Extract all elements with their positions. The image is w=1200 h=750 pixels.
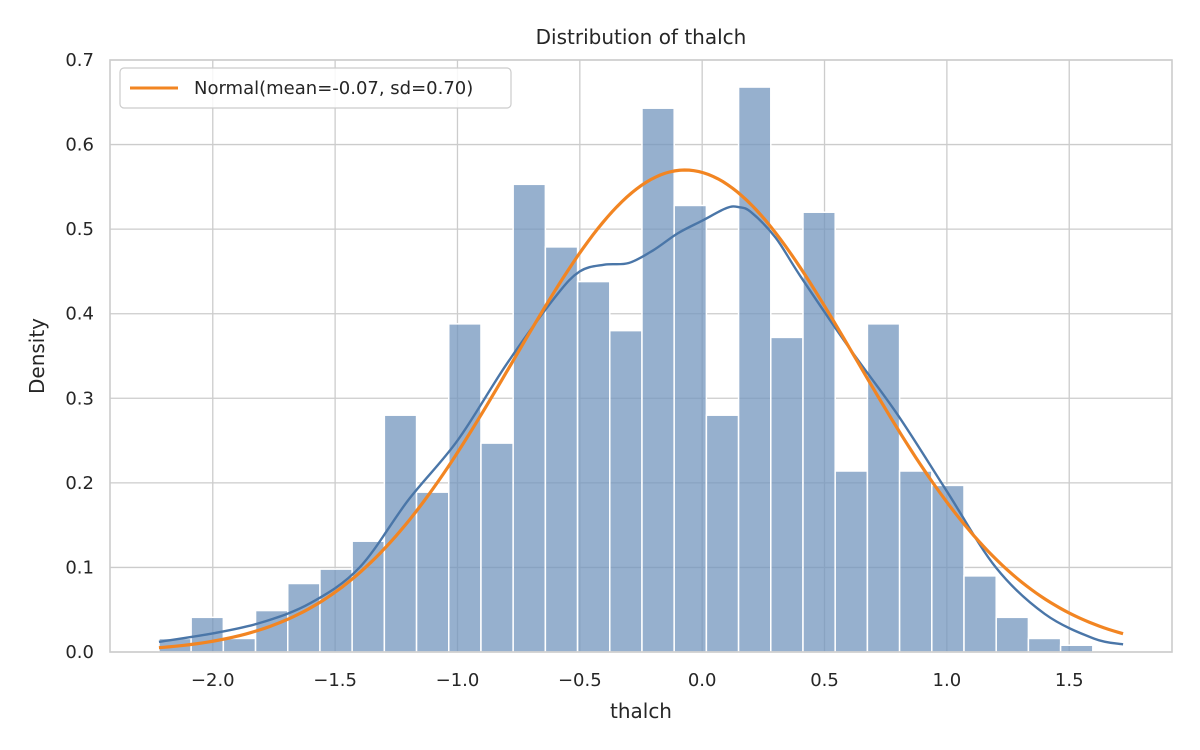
histogram-bar-2	[222, 637, 257, 653]
y-tick-label-6: 0.6	[65, 135, 94, 156]
plot-frame	[109, 59, 1173, 653]
kde-curve	[158, 205, 1124, 646]
histogram-bar-22	[866, 323, 901, 653]
x-tick-label-2: −1.0	[436, 670, 480, 691]
histogram-bar-15	[641, 107, 675, 653]
normal-curve-layer	[158, 168, 1124, 650]
y-tick-label-5: 0.5	[65, 219, 94, 240]
legend-box	[119, 67, 512, 109]
histogram-bar-26	[995, 616, 1030, 653]
x-tick-label-3: −0.5	[558, 670, 602, 691]
histogram-bar-28	[1059, 644, 1094, 653]
histogram-bar-13	[576, 280, 611, 653]
y-axis-label: Density	[25, 318, 49, 394]
histogram-bar-18	[737, 86, 772, 653]
y-tick-label-7: 0.7	[65, 50, 94, 71]
histogram-bar-16	[673, 204, 708, 653]
y-tick-label-1: 0.1	[65, 557, 94, 578]
histogram-bar-9	[448, 323, 482, 653]
histogram-bar-24	[931, 484, 965, 653]
histogram-bar-21	[834, 470, 869, 653]
legend: Normal(mean=-0.07, sd=0.70)	[119, 67, 512, 109]
histogram-bar-20	[802, 211, 836, 653]
y-tick-labels: 0.0 0.1 0.2 0.3 0.4 0.5 0.6 0.7	[65, 50, 94, 663]
histogram-bar-7	[383, 414, 418, 653]
y-tick-label-4: 0.4	[65, 304, 94, 325]
histogram-bar-25	[963, 575, 997, 653]
x-axis-label: thalch	[610, 699, 672, 723]
normal-curve	[158, 168, 1124, 650]
x-tick-label-7: 1.5	[1055, 670, 1084, 691]
histogram-bar-14	[609, 329, 643, 653]
x-tick-label-5: 0.5	[810, 670, 839, 691]
histogram-bar-10	[480, 442, 514, 653]
y-tick-label-0: 0.0	[65, 642, 94, 663]
histogram-bar-27	[1027, 637, 1062, 653]
histogram-bar-8	[415, 491, 450, 653]
kde-curve-layer	[158, 205, 1124, 646]
histogram-bar-19	[770, 336, 804, 653]
x-tick-label-4: 0.0	[688, 670, 717, 691]
histogram-bar-12	[544, 246, 579, 653]
y-tick-label-3: 0.3	[65, 388, 94, 409]
y-tick-label-2: 0.2	[65, 473, 94, 494]
legend-normal-label: Normal(mean=-0.07, sd=0.70)	[194, 78, 473, 99]
histogram-bar-11	[512, 183, 547, 653]
histogram-bars	[158, 86, 1094, 653]
x-tick-label-6: 1.0	[933, 670, 962, 691]
chart-title: Distribution of thalch	[536, 25, 747, 49]
x-tick-labels: −2.0 −1.5 −1.0 −0.5 0.0 0.5 1.0 1.5	[191, 670, 1084, 691]
histogram-bar-23	[898, 470, 933, 653]
x-tick-label-0: −2.0	[191, 670, 235, 691]
x-tick-label-1: −1.5	[313, 670, 357, 691]
histogram-bar-17	[705, 414, 740, 653]
